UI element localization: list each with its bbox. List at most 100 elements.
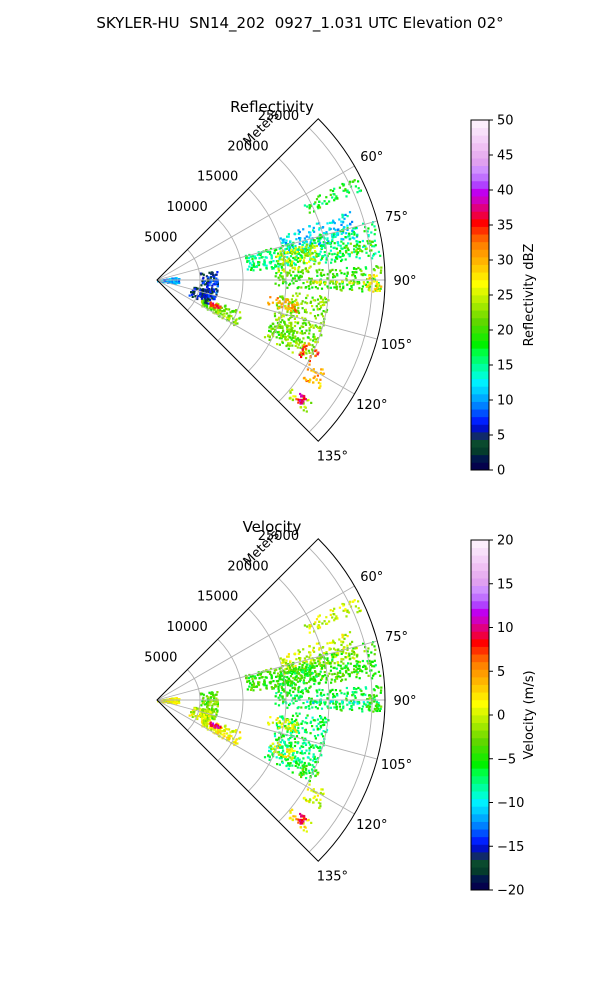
echo-gate [276,326,279,329]
colorbar-tick-label: 45 [497,149,514,164]
echo-gate [341,213,344,216]
echo-gate [283,690,286,693]
echo-gate [206,706,209,709]
echo-gate [346,247,349,250]
echo-gate [314,621,317,624]
echo-gate [340,692,343,695]
echo-gate [300,286,303,289]
echo-gate [282,680,286,683]
echo-gate [294,256,297,259]
echo-gate [374,672,377,675]
echo-gate [280,252,283,256]
range-tick-label: 15000 [197,170,238,185]
colorbar-swatch [471,829,489,838]
echo-gate [285,764,288,768]
echo-gate [288,764,291,767]
echo-gate [323,723,326,726]
echo-gate [291,344,294,347]
echo-gate [320,235,323,238]
echo-gate [342,658,345,661]
echo-gate [232,737,235,740]
echo-gate [285,251,288,254]
echo-gate [216,281,219,284]
echo-gate [296,294,299,298]
echo-gate [371,665,374,668]
echo-gate [311,242,314,245]
echo-gate [288,328,291,331]
echo-gate [205,719,209,722]
echo-gate [363,650,366,653]
echo-region [306,280,380,286]
echo-gate [208,691,211,694]
echo-gate [288,721,291,724]
echo-gate [367,704,370,707]
echo-gate [198,294,201,297]
echo-gate [309,301,312,304]
colorbar-tick-label: 15 [497,577,514,592]
echo-gate [353,275,356,278]
echo-gate [373,280,376,283]
echo-gate [320,296,323,299]
echo-gate [175,277,178,280]
echo-gate [279,324,282,327]
echo-gate [308,351,311,354]
echo-gate [257,263,261,267]
echo-gate [268,252,272,255]
echo-gate [290,734,293,737]
echo-gate [307,769,310,772]
echo-gate [292,676,295,680]
echo-gate [365,671,368,674]
echo-gate [268,303,271,306]
echo-gate [308,651,311,654]
echo-gate [339,670,342,673]
echo-gate [302,318,305,321]
echo-gate [207,715,210,718]
echo-gate [287,664,291,667]
echo-gate [259,672,262,675]
echo-gate [294,764,297,767]
echo-gate [317,674,320,677]
colorbar-tick-label: 5 [497,665,505,680]
echo-gate [279,674,282,677]
echo-gate [333,246,336,249]
echo-gate [281,682,284,685]
echo-gate [291,311,294,314]
echo-gate [317,326,320,330]
echo-gate [316,308,319,311]
echo-gate [281,341,284,344]
echo-gate [309,775,312,778]
echo-gate [291,334,294,337]
echo-gate [359,268,362,271]
echo-gate [301,246,304,249]
echo-gate [367,698,370,701]
echo-gate [352,651,355,654]
echo-gate [202,276,205,279]
echo-gate [286,273,289,276]
echo-gate [347,655,350,658]
echo-gate [377,705,380,708]
echo-gate [289,671,292,674]
echo-gate [213,703,216,706]
echo-gate [305,799,308,803]
echo-gate [297,257,300,260]
echo-gate [288,301,291,304]
echo-gate [333,242,336,245]
echo-gate [227,315,230,318]
echo-gate [321,664,324,667]
echo-gate [209,298,212,301]
echo-gate [377,250,380,253]
echo-gate [289,702,292,705]
echo-gate [321,718,325,721]
echo-gate [214,693,217,696]
echo-gate [348,281,351,284]
echo-gate [367,655,370,658]
echo-gate [308,244,312,247]
echo-gate [303,796,306,799]
echo-gate [315,252,318,255]
echo-gate [304,317,307,320]
echo-gate [378,289,381,292]
colorbar-swatch [471,325,489,334]
echo-gate [308,664,312,667]
echo-gate [368,694,371,697]
